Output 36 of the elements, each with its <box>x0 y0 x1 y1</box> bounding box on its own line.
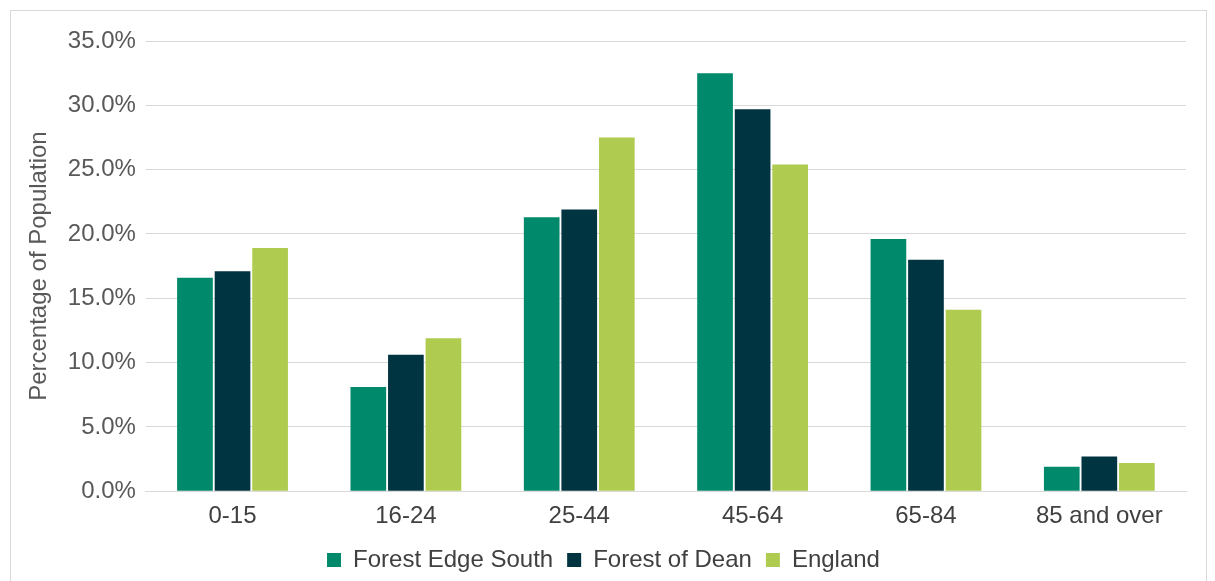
legend-label: England <box>791 544 880 572</box>
y-tick-label: 0.0% <box>81 475 136 503</box>
bar <box>1119 462 1155 491</box>
x-tick-label: 45-64 <box>721 501 784 529</box>
bar <box>1043 466 1080 491</box>
x-tick-label: 25-44 <box>548 501 610 529</box>
y-tick-label: 20.0% <box>67 218 136 246</box>
y-tick-label: 10.0% <box>67 347 136 375</box>
bar <box>425 338 462 491</box>
x-tick-label: 16-24 <box>375 501 437 529</box>
y-axis-title: Percentage of Population <box>24 131 52 401</box>
bar <box>388 354 424 491</box>
x-tick-label: 85 and over <box>1035 501 1163 529</box>
bar <box>561 209 598 491</box>
bar <box>945 309 982 491</box>
x-tick-label: 0-15 <box>208 501 257 529</box>
bar <box>350 387 387 491</box>
y-tick-label: 15.0% <box>67 282 136 310</box>
y-tick-label: 35.0% <box>67 25 136 53</box>
bar <box>1081 456 1118 491</box>
bar <box>908 259 944 491</box>
bar <box>598 137 635 491</box>
bar <box>772 164 809 491</box>
y-tick-label: 30.0% <box>67 89 136 117</box>
bar <box>523 217 560 491</box>
y-tick-label: 25.0% <box>67 154 136 182</box>
y-tick-label: 5.0% <box>81 411 136 439</box>
bar <box>252 248 288 491</box>
legend-label: Forest of Dean <box>593 544 752 572</box>
legend-label: Forest Edge South <box>353 544 554 572</box>
bar <box>214 271 251 491</box>
bar <box>697 73 733 491</box>
bar <box>734 109 771 491</box>
x-tick-label: 65-84 <box>895 501 957 529</box>
bar <box>870 239 907 491</box>
bar <box>177 277 213 491</box>
